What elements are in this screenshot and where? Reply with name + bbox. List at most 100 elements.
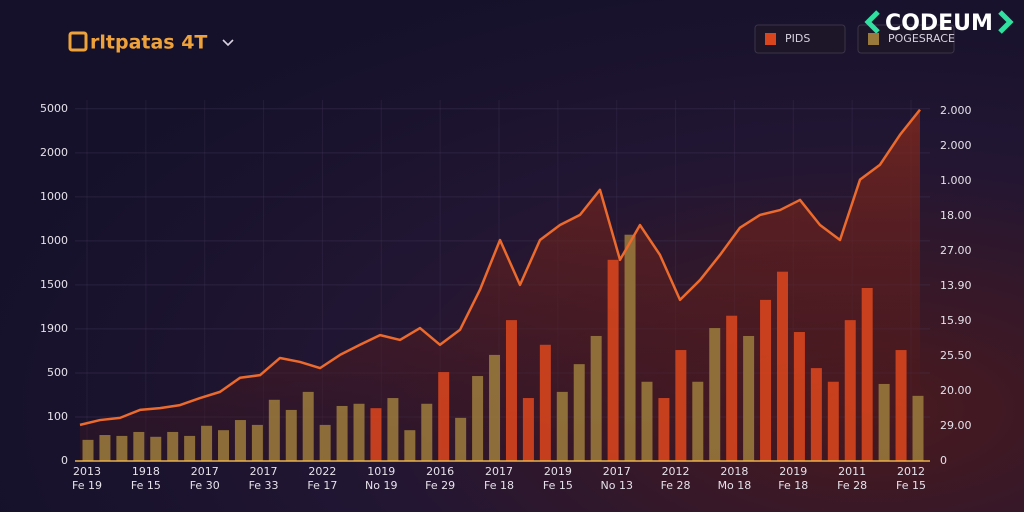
y-tick-label: 5000 bbox=[40, 102, 68, 115]
bar bbox=[133, 431, 145, 461]
bar bbox=[878, 383, 890, 461]
x-tick-label: 2012 bbox=[662, 465, 690, 478]
x-tick-sublabel: Fe 19 bbox=[72, 479, 102, 492]
legend-label: POGESRACE bbox=[888, 32, 955, 45]
x-tick-label: 2017 bbox=[191, 465, 219, 478]
chart-title: rltpatas 4T bbox=[90, 32, 207, 54]
bar bbox=[150, 436, 162, 461]
x-tick-label: 2022 bbox=[308, 465, 336, 478]
x-tick-sublabel: Fe 15 bbox=[543, 479, 573, 492]
bar bbox=[573, 364, 585, 461]
bar bbox=[522, 398, 534, 461]
bar bbox=[184, 435, 196, 461]
y-tick-label: 1000 bbox=[40, 190, 68, 203]
x-tick-label: 2016 bbox=[426, 465, 454, 478]
x-tick-label: 2019 bbox=[779, 465, 807, 478]
bar bbox=[726, 315, 738, 461]
x-tick-sublabel: Fe 18 bbox=[778, 479, 808, 492]
y2-tick-label: 20.00 bbox=[940, 384, 972, 397]
legend-box[interactable] bbox=[857, 24, 955, 54]
legend-box[interactable] bbox=[754, 24, 846, 54]
logo: CODEUM bbox=[885, 11, 993, 36]
line bbox=[79, 108, 921, 427]
bar bbox=[472, 376, 484, 461]
y2-tick-label: 2.000 bbox=[940, 139, 972, 152]
y-tick-label: 1000 bbox=[40, 234, 68, 247]
y2-tick-label: 0 bbox=[940, 454, 947, 467]
bar bbox=[404, 430, 416, 461]
x-tick-label: 2017 bbox=[603, 465, 631, 478]
bar bbox=[556, 391, 568, 461]
bar bbox=[455, 417, 467, 461]
bar bbox=[234, 420, 246, 461]
bar bbox=[776, 271, 788, 461]
plot-area bbox=[75, 100, 930, 462]
y2-tick-label: 25.50 bbox=[940, 349, 972, 362]
bar bbox=[641, 381, 653, 461]
bar bbox=[387, 398, 399, 461]
x-tick-sublabel: Fe 28 bbox=[661, 479, 691, 492]
bar bbox=[353, 403, 365, 461]
bar bbox=[489, 354, 501, 461]
x-tick-sublabel: Fe 15 bbox=[131, 479, 161, 492]
x-tick-sublabel: No 19 bbox=[365, 479, 397, 492]
x-tick-sublabel: Fe 18 bbox=[484, 479, 514, 492]
bar bbox=[218, 430, 230, 461]
bar bbox=[709, 328, 721, 461]
x-tick-sublabel: Fe 33 bbox=[249, 479, 279, 492]
bar bbox=[675, 350, 687, 461]
x-tick-label: 2013 bbox=[73, 465, 101, 478]
y-tick-label: 0 bbox=[61, 454, 68, 467]
bar bbox=[895, 350, 907, 461]
bar bbox=[99, 435, 111, 461]
x-tick-label: 2017 bbox=[250, 465, 278, 478]
y2-tick-label: 13.90 bbox=[940, 279, 972, 292]
legend-swatch bbox=[868, 33, 879, 45]
bar bbox=[590, 335, 602, 461]
y2-tick-label: 15.90 bbox=[940, 314, 972, 327]
logo-chevron bbox=[864, 10, 880, 34]
bar bbox=[201, 425, 213, 461]
x-tick-sublabel: Fe 29 bbox=[425, 479, 455, 492]
dropdown-chevron[interactable] bbox=[222, 39, 234, 47]
y2-tick-label: 18.00 bbox=[940, 209, 972, 222]
y-tick-label: 500 bbox=[47, 366, 68, 379]
bar bbox=[624, 234, 636, 461]
bar bbox=[421, 403, 433, 461]
y2-tick-label: 1.000 bbox=[940, 174, 972, 187]
x-tick-label: 2017 bbox=[485, 465, 513, 478]
y2-tick-label: 27.00 bbox=[940, 244, 972, 257]
x-tick-label: 2018 bbox=[720, 465, 748, 478]
y-tick-label: 2000 bbox=[40, 146, 68, 159]
bar bbox=[505, 320, 517, 461]
bar bbox=[302, 391, 314, 461]
bar bbox=[793, 332, 805, 461]
x-tick-label: 2019 bbox=[544, 465, 572, 478]
x-tick-label: 2011 bbox=[838, 465, 866, 478]
bar bbox=[438, 372, 450, 461]
legend-swatch bbox=[765, 33, 776, 45]
bar bbox=[743, 335, 755, 461]
logo-chevron bbox=[998, 10, 1014, 34]
x-tick-sublabel: Mo 18 bbox=[718, 479, 752, 492]
bar bbox=[607, 259, 619, 461]
x-tick-sublabel: Fe 30 bbox=[190, 479, 220, 492]
y2-tick-label: 2.000 bbox=[940, 104, 972, 117]
bar bbox=[370, 408, 382, 461]
bar bbox=[810, 368, 822, 461]
legend-label: PIDS bbox=[785, 32, 810, 45]
bar bbox=[912, 395, 924, 461]
bar bbox=[658, 398, 670, 461]
bar bbox=[268, 399, 280, 461]
bar bbox=[319, 424, 331, 461]
title-icon bbox=[68, 31, 88, 52]
bar bbox=[116, 435, 128, 461]
y-tick-label: 1900 bbox=[40, 322, 68, 335]
x-tick-sublabel: No 13 bbox=[600, 479, 632, 492]
x-tick-sublabel: Fe 28 bbox=[837, 479, 867, 492]
y-tick-label: 1500 bbox=[40, 278, 68, 291]
bar bbox=[827, 381, 839, 461]
bar bbox=[539, 344, 551, 461]
